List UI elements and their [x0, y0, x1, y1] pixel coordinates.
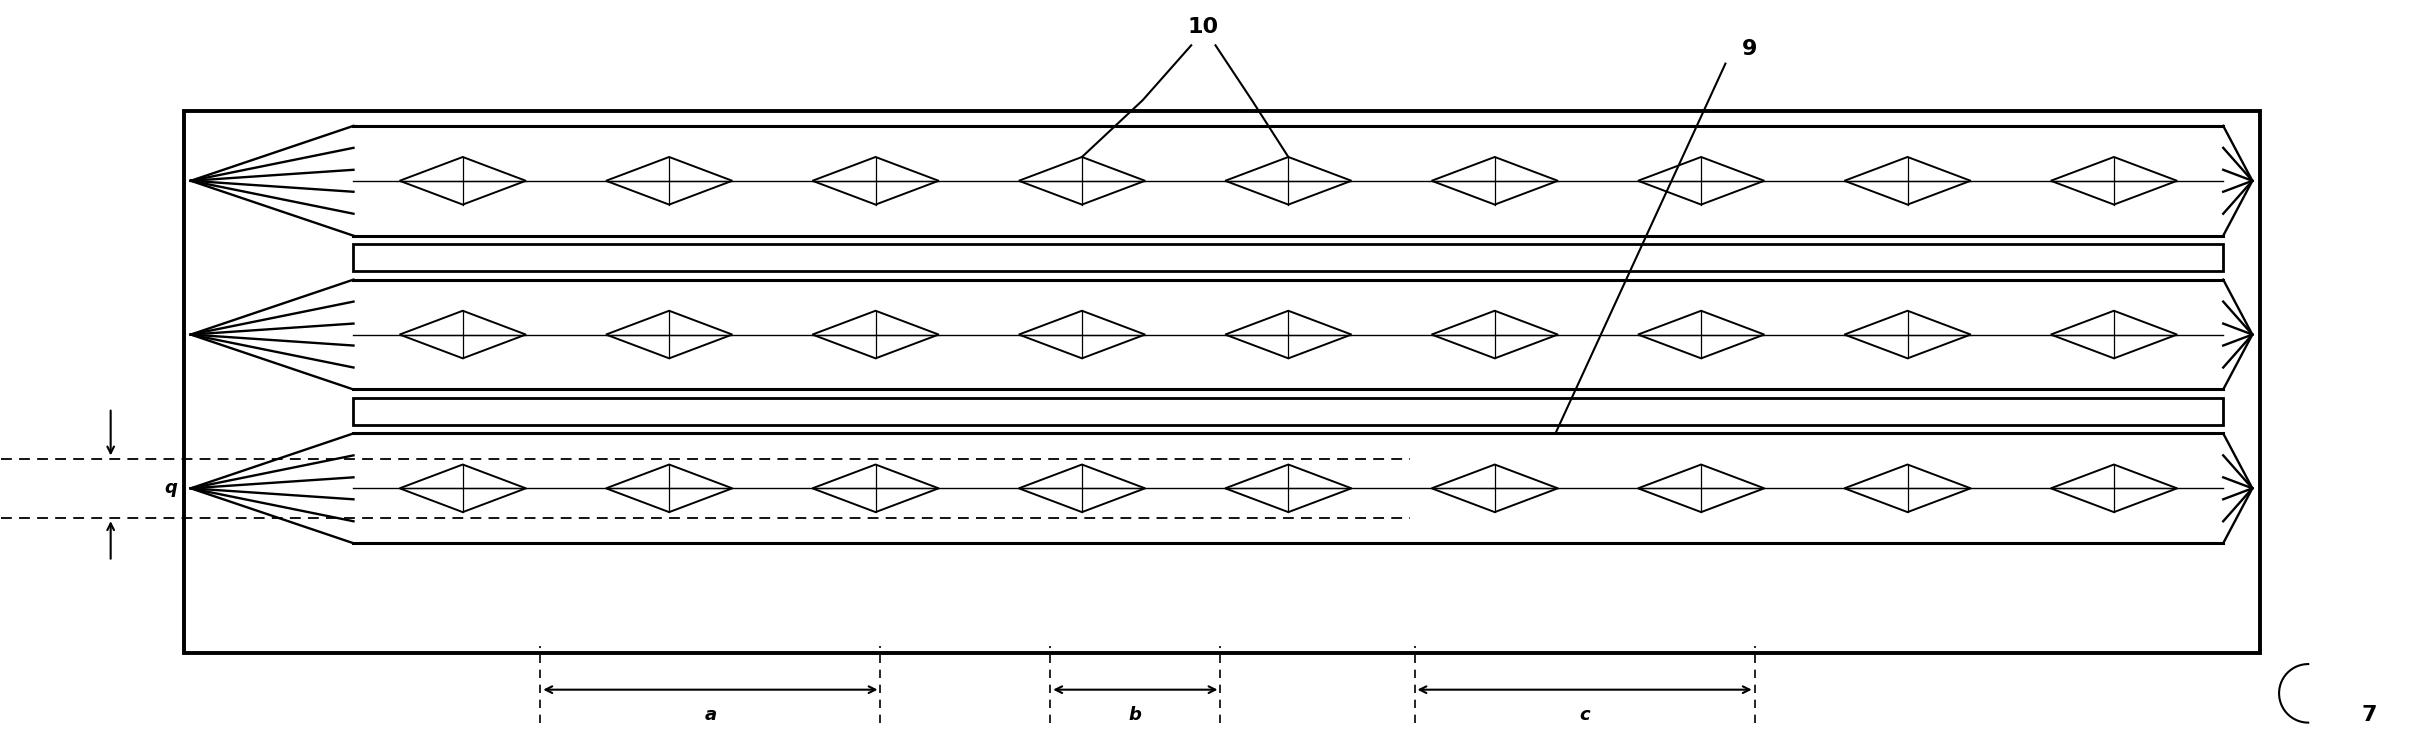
Text: 10: 10: [1189, 17, 1218, 37]
Bar: [182, 111, 2261, 653]
Text: c: c: [1580, 706, 1590, 724]
Text: a: a: [705, 706, 717, 724]
Text: 9: 9: [1743, 39, 1758, 59]
Text: 7: 7: [2361, 706, 2378, 725]
Text: q: q: [163, 479, 177, 498]
Bar: [352, 398, 2224, 425]
Bar: [352, 245, 2224, 270]
Text: b: b: [1128, 706, 1143, 724]
